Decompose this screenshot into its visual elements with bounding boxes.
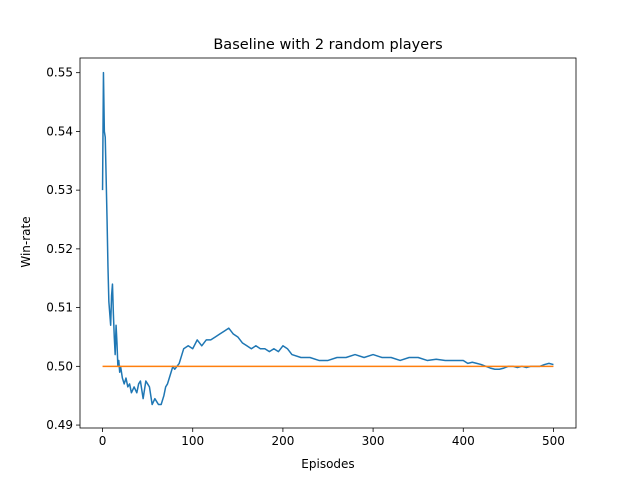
x-tick-label: 500: [542, 434, 565, 448]
y-tick-label: 0.53: [46, 183, 73, 197]
y-tick-label: 0.50: [46, 359, 73, 373]
y-tick-label: 0.54: [46, 124, 73, 138]
x-tick-label: 100: [181, 434, 204, 448]
axes-frame: [79, 57, 577, 429]
y-tick-label: 0.55: [46, 66, 73, 80]
y-tick-label: 0.49: [46, 418, 73, 432]
x-axis: 0 100 200 300 400 500: [99, 428, 565, 448]
x-tick-label: 400: [452, 434, 475, 448]
chart-title: Baseline with 2 random players: [213, 37, 442, 53]
y-tick-label: 0.52: [46, 242, 73, 256]
x-tick-label: 200: [271, 434, 294, 448]
plot-area: [101, 71, 554, 406]
y-axis-label: Win-rate: [19, 216, 33, 267]
x-tick-label: 300: [362, 434, 385, 448]
x-tick-label: 0: [99, 434, 107, 448]
y-axis: 0.49 0.50 0.51 0.52 0.53 0.54 0.55: [46, 66, 80, 432]
x-axis-label: Episodes: [301, 457, 354, 471]
y-tick-label: 0.51: [46, 301, 73, 315]
